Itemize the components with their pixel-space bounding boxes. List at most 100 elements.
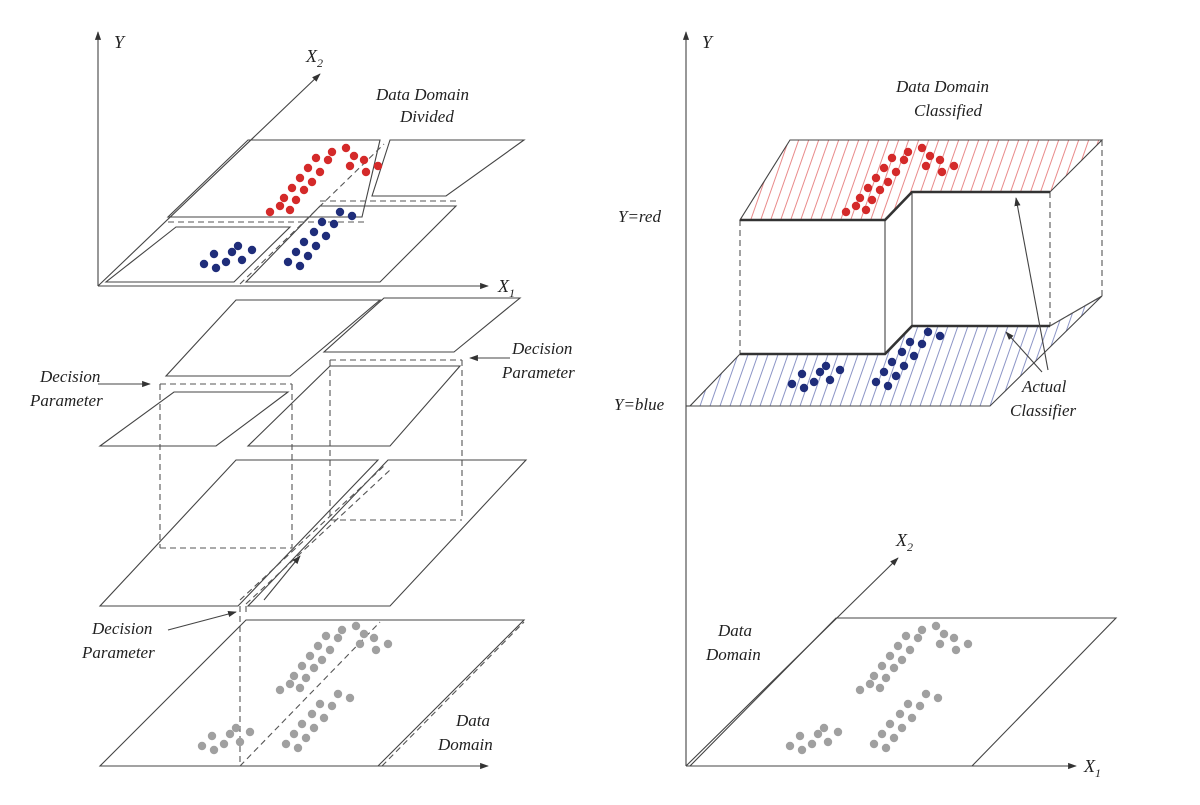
blue-point xyxy=(317,217,327,227)
red-point xyxy=(341,143,351,153)
right-blue-points xyxy=(787,327,945,393)
blue-point xyxy=(809,377,819,387)
red-point xyxy=(303,163,313,173)
gray-point xyxy=(855,685,865,695)
hatch-line xyxy=(1069,296,1102,406)
blue-point xyxy=(787,379,797,389)
gray-point xyxy=(225,729,235,739)
red-point xyxy=(875,185,885,195)
red-point xyxy=(311,153,321,163)
red-point xyxy=(887,153,897,163)
blue-point xyxy=(311,241,321,251)
hatch-line xyxy=(1099,140,1102,220)
red-point xyxy=(345,161,355,171)
blue-point xyxy=(209,249,219,259)
right-top-label: Data Domain xyxy=(895,77,989,96)
layer2-left xyxy=(98,459,380,607)
gray-point xyxy=(877,661,887,671)
left-top-label: Divided xyxy=(399,107,454,126)
hatch-line xyxy=(939,296,979,406)
hatch-line xyxy=(1089,140,1102,220)
blue-point xyxy=(299,237,309,247)
y-red-label: Y=red xyxy=(618,207,661,226)
quadrant-top-left xyxy=(166,139,381,218)
hatch-line xyxy=(710,140,739,222)
right-domain-plane xyxy=(688,617,1118,767)
red-point xyxy=(891,167,901,177)
red-point xyxy=(937,167,947,177)
gray-point xyxy=(949,633,959,643)
red-point xyxy=(299,185,309,195)
gray-point xyxy=(295,683,305,693)
left-x2-axis-label: X2 xyxy=(305,46,323,70)
gray-point xyxy=(231,723,241,733)
red-point xyxy=(373,161,383,171)
blue-point xyxy=(233,241,243,251)
gray-point xyxy=(297,719,307,729)
red-point xyxy=(917,143,927,153)
gray-point xyxy=(889,663,899,673)
gray-point xyxy=(813,729,823,739)
left-top-label: Data Domain xyxy=(375,85,469,104)
hatch-line xyxy=(779,296,819,406)
gray-point xyxy=(915,701,925,711)
blue-point xyxy=(335,207,345,217)
gray-point xyxy=(235,737,245,747)
hatch-line xyxy=(819,140,850,220)
right-x2-axis-label: X2 xyxy=(895,530,913,554)
red-point xyxy=(295,173,305,183)
gray-point xyxy=(327,701,337,711)
hatch-line xyxy=(759,140,790,220)
red-point xyxy=(855,193,865,203)
blue-point xyxy=(309,227,319,237)
red-point xyxy=(899,155,909,165)
gray-point xyxy=(285,679,295,689)
red-point xyxy=(863,183,873,193)
red-point xyxy=(851,201,861,211)
red-point xyxy=(871,173,881,183)
hatch-line xyxy=(650,296,689,406)
blue-point xyxy=(821,361,831,371)
red-point xyxy=(265,207,275,217)
hatch-line xyxy=(829,296,869,406)
gray-point xyxy=(797,745,807,755)
hatch-line xyxy=(889,296,929,406)
hatch-line xyxy=(919,296,959,406)
red-point xyxy=(867,195,877,205)
right-bottom-label: Data xyxy=(717,621,752,640)
blue-point xyxy=(227,247,237,257)
blue-point xyxy=(295,261,305,271)
right-bottom-label: Domain xyxy=(705,645,761,664)
gray-point xyxy=(315,699,325,709)
domain-split-line xyxy=(381,621,525,767)
hatch-line xyxy=(729,296,769,406)
hatch-line xyxy=(979,296,1019,406)
red-point xyxy=(291,195,301,205)
right-top-label: Classified xyxy=(914,101,983,120)
gray-point xyxy=(889,733,899,743)
gray-point xyxy=(833,727,843,737)
blue-point xyxy=(237,255,247,265)
left-blue-points xyxy=(199,207,357,273)
blue-point xyxy=(905,337,915,347)
gray-point xyxy=(289,671,299,681)
hatch-line xyxy=(879,140,910,220)
layer1-front-right xyxy=(246,365,462,447)
gray-point xyxy=(345,693,355,703)
decision-parameter-label: Decision xyxy=(511,339,572,358)
gray-point xyxy=(917,625,927,635)
gray-point xyxy=(325,645,335,655)
left-y-axis-label: Y xyxy=(114,32,126,52)
right-gray-points xyxy=(785,621,973,755)
gray-point xyxy=(313,641,323,651)
gray-point xyxy=(897,723,907,733)
pointer-arrow xyxy=(263,555,301,601)
left-gray-points xyxy=(197,621,393,755)
blue-point xyxy=(891,371,901,381)
gap-line xyxy=(245,469,391,605)
quadrant-bottom-right xyxy=(244,205,458,283)
actual-classifier-label: Actual xyxy=(1021,377,1067,396)
hatch-line xyxy=(799,140,830,220)
red-point xyxy=(841,207,851,217)
gray-point xyxy=(881,743,891,753)
